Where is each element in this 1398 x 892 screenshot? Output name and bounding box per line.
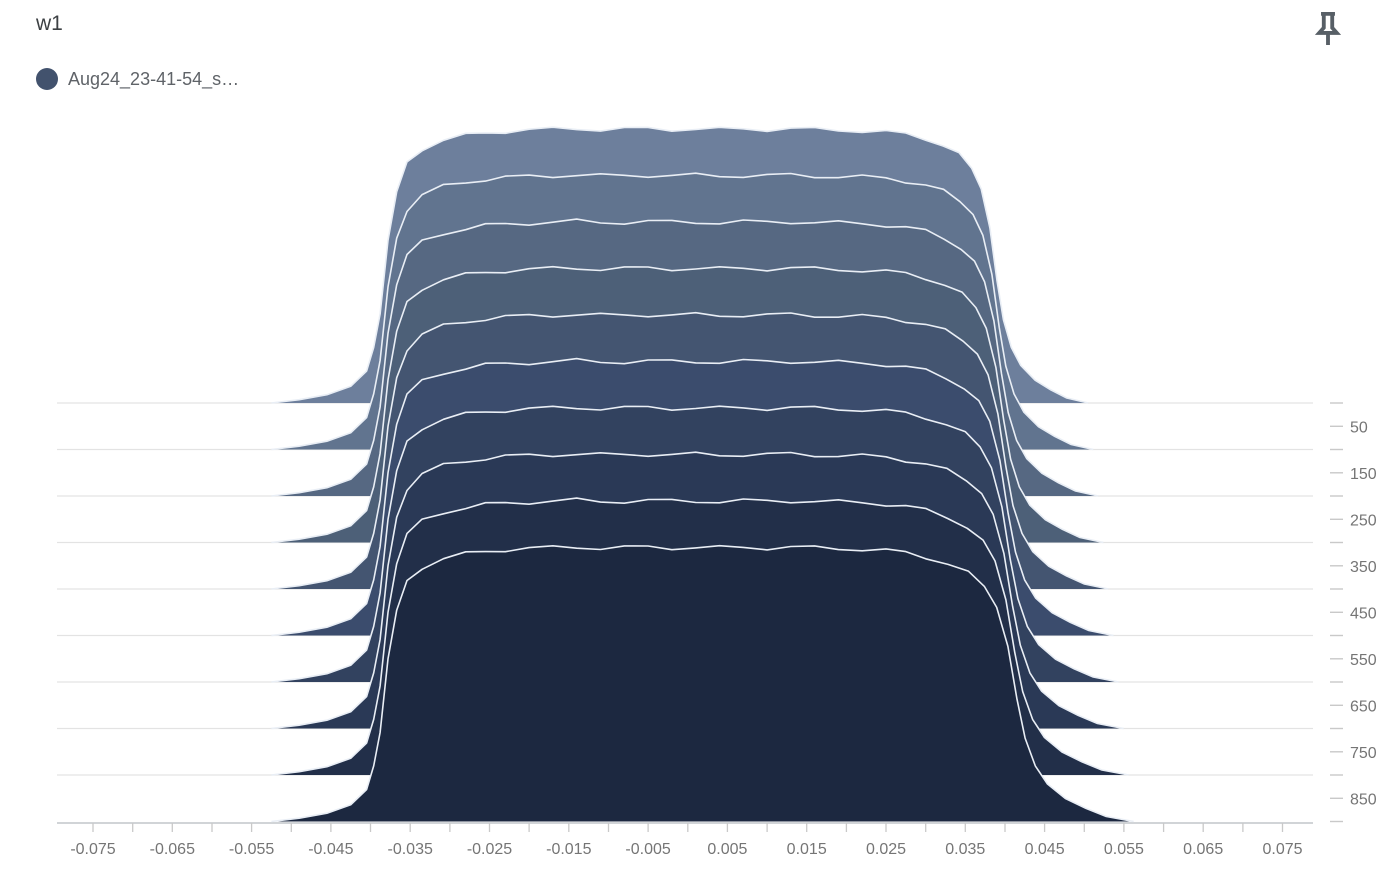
step-axis-ticks bbox=[1330, 402, 1343, 823]
svg-text:0.035: 0.035 bbox=[945, 841, 985, 858]
legend-run-label: Aug24_23-41-54_s… bbox=[68, 68, 240, 89]
svg-text:650: 650 bbox=[1350, 698, 1377, 715]
svg-text:-0.055: -0.055 bbox=[229, 841, 274, 858]
svg-text:0.065: 0.065 bbox=[1183, 841, 1223, 858]
svg-text:850: 850 bbox=[1350, 791, 1377, 808]
svg-text:0.045: 0.045 bbox=[1025, 841, 1065, 858]
svg-text:0.055: 0.055 bbox=[1104, 841, 1144, 858]
svg-text:0.025: 0.025 bbox=[866, 841, 906, 858]
svg-text:0.015: 0.015 bbox=[787, 841, 827, 858]
svg-text:450: 450 bbox=[1350, 605, 1377, 622]
svg-text:0.005: 0.005 bbox=[707, 841, 747, 858]
svg-text:-0.025: -0.025 bbox=[467, 841, 512, 858]
svg-text:750: 750 bbox=[1350, 745, 1377, 762]
svg-text:-0.065: -0.065 bbox=[150, 841, 195, 858]
run-color-dot-icon bbox=[36, 68, 58, 90]
svg-text:550: 550 bbox=[1350, 652, 1377, 669]
chart-title: w1 bbox=[36, 12, 63, 35]
svg-text:50: 50 bbox=[1350, 419, 1368, 436]
svg-text:150: 150 bbox=[1350, 466, 1377, 483]
svg-text:-0.035: -0.035 bbox=[388, 841, 433, 858]
svg-text:350: 350 bbox=[1350, 559, 1377, 576]
svg-text:-0.005: -0.005 bbox=[625, 841, 670, 858]
svg-text:-0.075: -0.075 bbox=[70, 841, 115, 858]
svg-text:-0.045: -0.045 bbox=[308, 841, 353, 858]
svg-text:0.075: 0.075 bbox=[1262, 841, 1302, 858]
x-axis bbox=[57, 822, 1313, 832]
svg-text:-0.015: -0.015 bbox=[546, 841, 591, 858]
svg-text:250: 250 bbox=[1350, 512, 1377, 529]
pin-card-button[interactable] bbox=[1306, 6, 1350, 54]
histogram-ridges bbox=[271, 126, 1134, 823]
step-axis-labels: 50 150 250 350 450 550 650 750 850 bbox=[1350, 419, 1377, 808]
x-axis-labels: -0.075 -0.065 -0.055 -0.045 -0.035 -0.025 -0.0… bbox=[70, 841, 1302, 858]
push-pin-icon bbox=[1314, 11, 1342, 46]
legend-item-run[interactable]: Aug24_23-41-54_s… bbox=[36, 68, 239, 90]
